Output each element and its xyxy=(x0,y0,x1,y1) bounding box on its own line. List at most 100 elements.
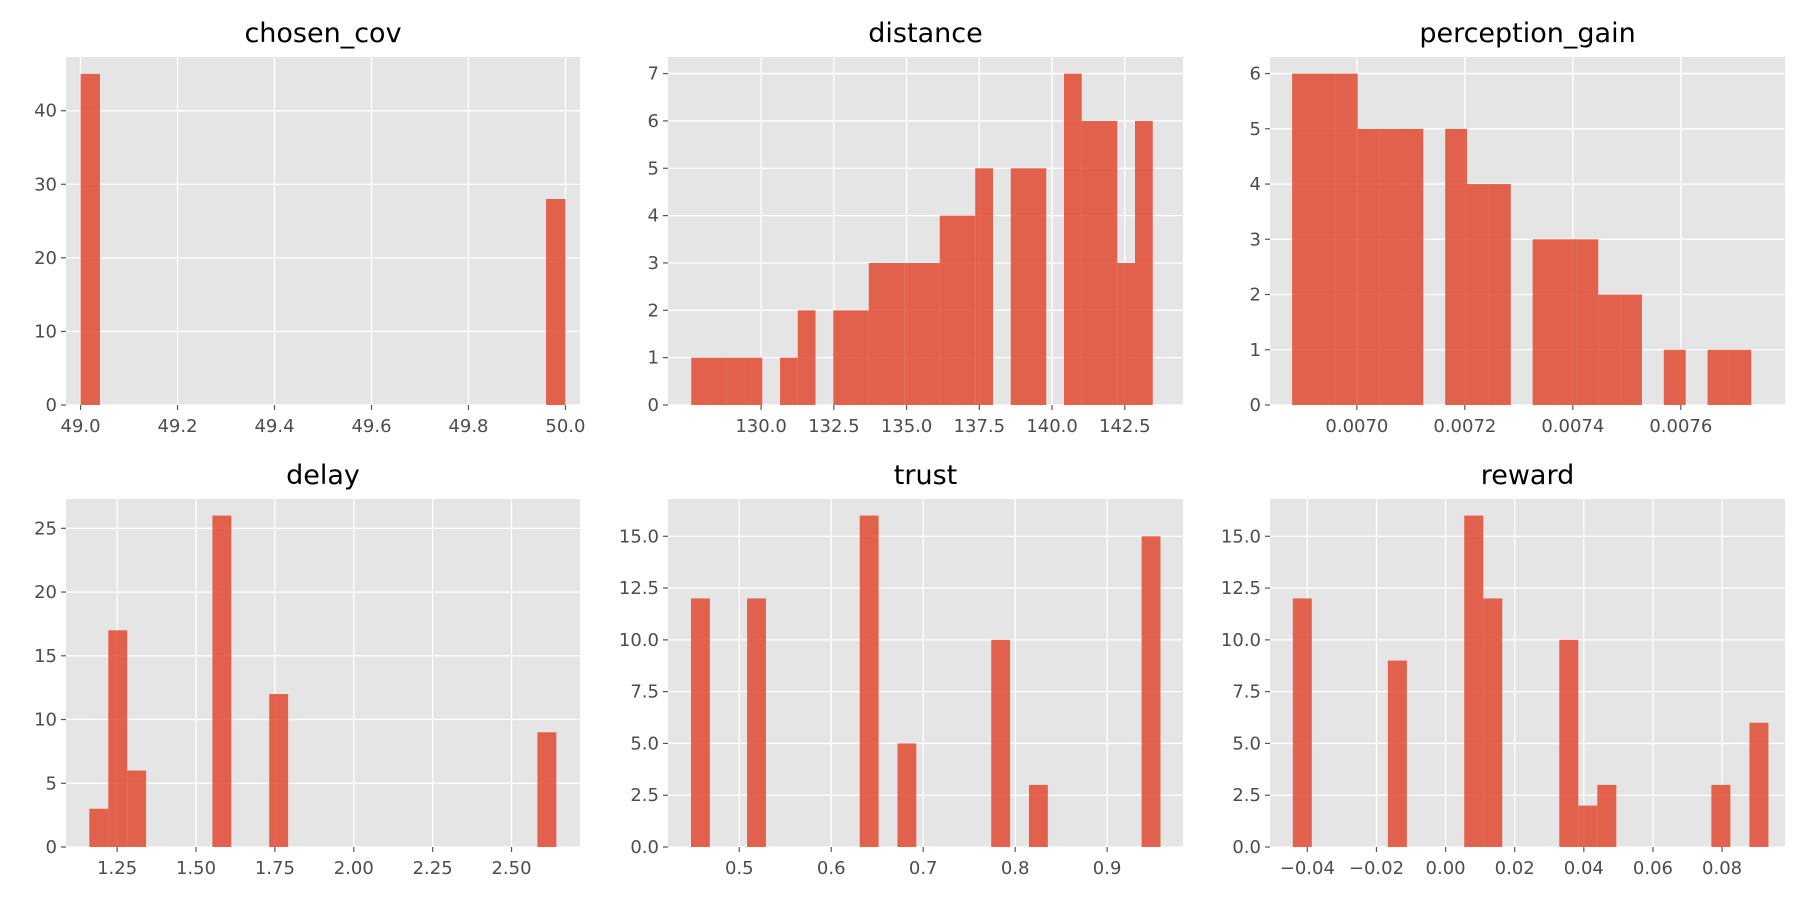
y-tick-label: 25 xyxy=(34,518,57,539)
x-tick-label: 135.0 xyxy=(881,416,933,437)
histogram-bar xyxy=(1401,128,1424,406)
y-tick-label: 10 xyxy=(34,321,57,342)
y-tick-label: 3 xyxy=(648,253,659,274)
histogram-bar xyxy=(690,598,710,847)
histogram-bar xyxy=(744,357,763,405)
histogram-bar xyxy=(975,168,994,405)
panel-reward: −0.04 −0.02 0.00 0.02 0.04 0.06 0.08 0.0 2.5 5.0 7… xyxy=(1221,460,1785,879)
x-tick-label: 0.04 xyxy=(1564,858,1604,879)
y-tick-label: 0 xyxy=(46,837,57,858)
x-tick-label: 1.25 xyxy=(97,858,137,879)
histogram-bar xyxy=(868,262,887,405)
x-tick-label: 0.06 xyxy=(1633,858,1673,879)
x-tick-label: 2.50 xyxy=(491,858,531,879)
y-tick-label: 6 xyxy=(1250,64,1261,85)
histogram-bar xyxy=(1134,120,1153,405)
y-tick-label: 7.5 xyxy=(1232,682,1261,703)
x-tick-label: 49.2 xyxy=(157,416,197,437)
histogram-bar xyxy=(1292,598,1312,847)
histogram-bar xyxy=(709,357,727,405)
x-tick-label: −0.02 xyxy=(1349,858,1404,879)
x-tick-label: 137.5 xyxy=(954,416,1006,437)
x-tick-label: 2.00 xyxy=(334,858,374,879)
histogram-bar xyxy=(833,310,852,405)
y-tick-label: 3 xyxy=(1250,229,1261,250)
x-tick-label: 0.0070 xyxy=(1325,416,1388,437)
y-tick-label: 0 xyxy=(46,395,57,416)
x-tick-label: 0.0072 xyxy=(1433,416,1496,437)
y-tick-label: 6 xyxy=(648,111,659,132)
histogram-bar xyxy=(1620,294,1642,405)
x-tick-label: 2.25 xyxy=(413,858,453,879)
histogram-bar xyxy=(1578,805,1598,847)
histogram-bar xyxy=(1749,722,1769,847)
histogram-bar xyxy=(546,198,566,405)
x-tick-label: 50.0 xyxy=(545,416,585,437)
histogram-bar xyxy=(691,357,710,405)
y-tick-label: 2 xyxy=(1250,285,1261,306)
histogram-bar xyxy=(1379,128,1402,406)
histogram-bar xyxy=(1707,349,1730,405)
x-tick-label: 140.0 xyxy=(1026,416,1078,437)
y-tick-label: 12.5 xyxy=(1221,578,1261,599)
histogram-bar xyxy=(1010,168,1029,405)
y-tick-label: 30 xyxy=(34,174,57,195)
histogram-bar xyxy=(726,357,745,405)
y-tick-label: 40 xyxy=(34,101,57,122)
y-tick-label: 0.0 xyxy=(630,837,659,858)
panel-delay: 1.25 1.50 1.75 2.00 2.25 2.50 0 5 10 15 20 25 delay xyxy=(34,460,580,879)
y-tick-label: 5 xyxy=(1250,119,1261,140)
histogram-bar xyxy=(127,770,147,847)
histogram-bar xyxy=(851,310,869,405)
y-tick-label: 15.0 xyxy=(1221,526,1261,547)
histogram-bar xyxy=(1576,239,1599,405)
plot-area xyxy=(1270,499,1785,847)
x-tick-label: 0.5 xyxy=(725,858,754,879)
y-tick-label: 2.5 xyxy=(630,785,659,806)
histogram-bar xyxy=(1483,598,1503,847)
histogram-bar xyxy=(108,630,128,847)
x-tick-label: 0.00 xyxy=(1426,858,1466,879)
histogram-bar xyxy=(1063,73,1082,406)
panel-title: distance xyxy=(868,18,982,49)
histogram-bar xyxy=(859,515,879,847)
histogram-bar xyxy=(1467,184,1489,405)
y-tick-label: 1 xyxy=(648,348,659,369)
histogram-bar xyxy=(1559,639,1579,847)
histogram-bar xyxy=(1099,120,1118,405)
histogram-bar xyxy=(1357,128,1380,406)
histogram-bar xyxy=(797,310,816,405)
x-tick-label: 1.75 xyxy=(255,858,295,879)
histogram-bar xyxy=(1488,184,1511,405)
panel-title: delay xyxy=(286,460,360,491)
x-tick-label: 0.8 xyxy=(1001,858,1030,879)
histogram-bar xyxy=(897,743,917,847)
y-tick-label: 12.5 xyxy=(619,578,659,599)
histogram-bar xyxy=(80,73,100,405)
histogram-bar xyxy=(1598,294,1621,405)
y-tick-label: 0 xyxy=(648,395,659,416)
y-tick-label: 1 xyxy=(1250,340,1261,361)
histogram-bar xyxy=(1387,660,1407,847)
histogram-bar xyxy=(1445,128,1468,406)
y-tick-label: 15.0 xyxy=(619,526,659,547)
x-tick-label: 0.08 xyxy=(1702,858,1742,879)
x-tick-label: 1.50 xyxy=(176,858,216,879)
histogram-bar xyxy=(1028,168,1047,405)
panel-trust: 0.5 0.6 0.7 0.8 0.9 0.0 2.5 5.0 7.5 10.0 12.5 15.0 t… xyxy=(619,460,1183,879)
y-tick-label: 5 xyxy=(648,158,659,179)
histogram-bar xyxy=(1141,536,1161,847)
histogram-bar xyxy=(939,215,958,405)
histogram-bar xyxy=(747,598,766,847)
y-tick-label: 15 xyxy=(34,646,57,667)
panel-title: chosen_cov xyxy=(244,18,401,49)
histogram-bar xyxy=(904,262,923,405)
y-tick-label: 4 xyxy=(648,206,659,227)
histogram-bar xyxy=(89,808,109,847)
y-tick-label: 5 xyxy=(46,773,57,794)
x-tick-label: 0.6 xyxy=(817,858,846,879)
y-tick-label: 4 xyxy=(1250,174,1261,195)
histogram-bar xyxy=(780,357,798,405)
y-tick-label: 7.5 xyxy=(630,682,659,703)
